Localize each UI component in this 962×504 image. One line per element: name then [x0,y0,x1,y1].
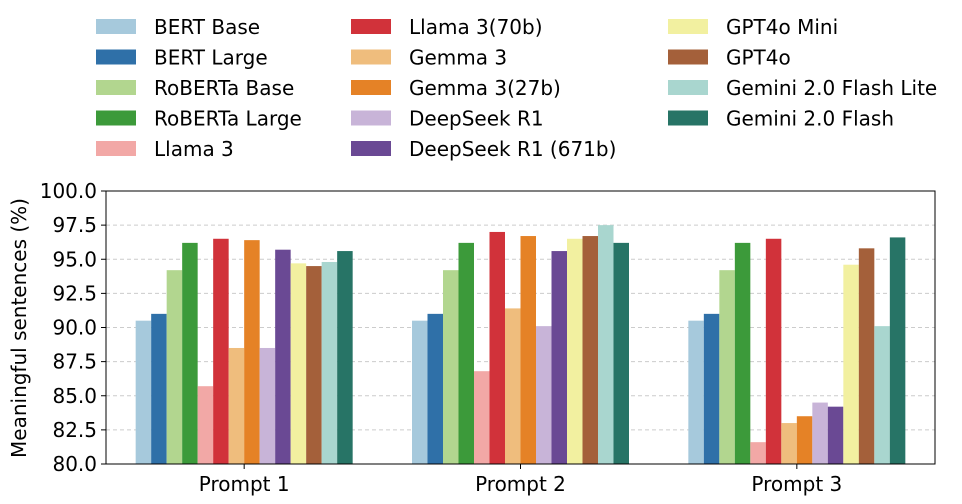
y-tick-label: 90.0 [52,316,97,340]
bar [719,270,735,464]
y-tick-label: 80.0 [52,452,97,476]
bar [228,347,245,464]
bar [551,251,567,464]
x-tick-label: Prompt 1 [199,472,290,496]
legend: BERT Base BERT Large RoBERTa Base RoBERTa L… [96,15,937,161]
bar [812,402,828,464]
legend-swatch [96,19,136,34]
bar [889,237,906,464]
y-tick-label: 97.5 [52,213,97,237]
bar [259,347,276,464]
legend-label: Gemma 3(27b) [409,76,561,100]
bar [151,313,167,464]
bar [135,320,152,464]
legend-label: Llama 3(70b) [409,15,543,39]
legend-label: Llama 3 [154,137,234,161]
legend-swatch [351,80,391,95]
legend-label: DeepSeek R1 [409,107,544,131]
legend-swatch [668,80,708,95]
bar [321,261,338,464]
bar [520,236,536,464]
x-tick-label: Prompt 3 [751,472,842,496]
bar [182,242,198,464]
legend-swatch [96,141,136,156]
bar [536,326,552,464]
legend-label: GPT4o Mini [726,15,838,39]
legend-swatch [351,110,391,126]
bar [290,263,307,464]
bar [567,238,583,464]
bar [688,320,704,464]
x-tick-label: Prompt 2 [475,472,566,496]
bar [166,270,183,464]
bar [874,326,890,464]
legend-swatch [668,49,708,65]
y-tick-label: 92.5 [52,281,97,305]
legend-swatch [351,49,391,65]
bar [843,264,859,464]
y-tick-label: 85.0 [52,384,97,408]
legend-label: DeepSeek R1 (671b) [409,137,616,161]
legend-swatch [96,110,136,126]
bar [598,225,614,464]
bar [613,242,629,464]
bar [306,266,322,464]
bar [582,236,598,464]
y-tick-label: 95.0 [52,247,97,271]
bar [858,248,875,464]
legend-label: Gemma 3 [409,46,507,70]
y-axis-label: Meaningful sentences (%) [7,198,31,458]
bar [337,251,353,464]
legend-swatch [96,80,136,95]
legend-label: Gemini 2.0 Flash Lite [726,76,937,100]
bar [443,270,459,464]
legend-label: BERT Large [154,46,268,70]
bar [734,242,751,464]
bar [213,238,229,464]
axes: 80.0 82.5 85.0 87.5 90.0 92.5 95.0 97.5 100.0 Pro… [40,179,936,496]
legend-label: RoBERTa Base [154,76,294,100]
y-tick-label: 100.0 [40,179,97,203]
bar [827,406,844,464]
bar [458,242,474,464]
legend-label: Gemini 2.0 Flash [726,107,894,131]
plot-frame [105,190,936,465]
legend-swatch [351,141,391,156]
bar [765,238,782,464]
legend-label: RoBERTa Large [154,107,302,131]
bars [135,225,906,464]
bar [244,240,260,464]
legend-swatch [668,110,708,126]
bar [703,313,720,464]
bar [505,308,521,464]
bar [197,386,214,464]
legend-swatch [668,19,708,34]
legend-swatch [96,49,136,65]
y-tick-label: 87.5 [52,350,97,374]
legend-swatch [351,19,391,34]
bar [427,313,443,464]
legend-label: BERT Base [154,15,260,39]
bar [781,423,797,464]
bar [750,442,766,464]
bar [412,320,428,464]
bar [474,371,490,464]
bar [275,249,291,464]
bar [489,231,505,464]
legend-label: GPT4o [726,46,791,70]
y-tick-label: 82.5 [52,418,97,442]
bar [796,416,813,464]
